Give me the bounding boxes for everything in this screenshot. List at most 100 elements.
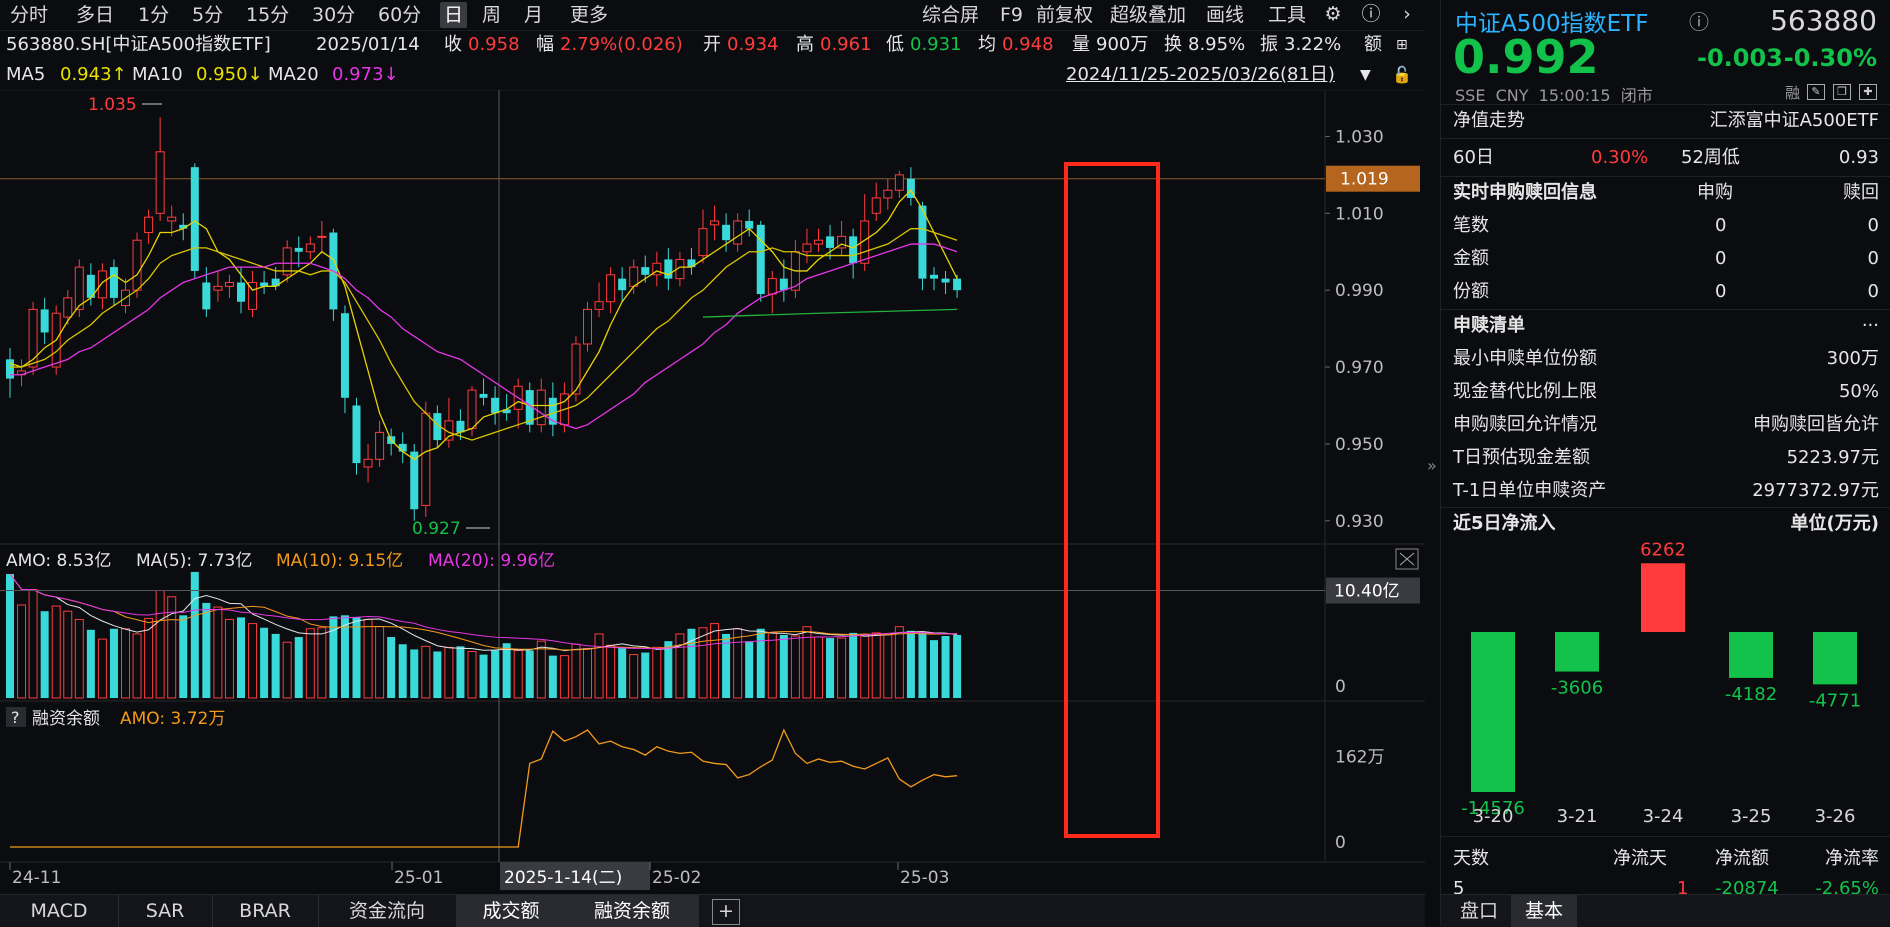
volume-bar-down [86,629,95,698]
candle-body-up [571,343,581,395]
period-day[interactable]: 日 [440,2,468,28]
candle-body-up [144,216,154,234]
nav-row[interactable]: 净值走势 汇添富中证A500ETF [1453,104,1879,137]
candle-body-down [237,282,245,302]
f9-button[interactable]: F9 [1000,4,1024,26]
tools-button[interactable]: 工具 [1268,4,1307,26]
candle-body-down [641,267,650,275]
volume-legend-ma10: MA(10): 9.15亿 [276,551,403,571]
inflow-bar-label: -3606 [1551,678,1603,699]
ma5-label: MA5 [6,64,46,85]
volume-bar-down [953,634,962,698]
volume-bar-down [618,647,627,698]
volume-legend-amo: AMO: 8.53亿 [6,551,111,571]
time-tick-label: 25-01 [394,868,443,888]
candle-body-down [352,405,361,464]
tab-macd[interactable]: MACD [0,895,119,927]
volume-bar-down [941,636,950,698]
tab-sar[interactable]: SAR [118,895,213,927]
close-pane-icon[interactable] [1395,548,1419,570]
open-label: 开 [703,34,721,55]
period-60min[interactable]: 60分 [378,4,422,26]
period-week[interactable]: 周 [482,4,502,26]
crosshair-date-label: 2025-1-14(二) [504,868,622,888]
period-multiday[interactable]: 多日 [76,4,115,26]
stats-days: 5 [1453,878,1465,894]
info-circle-icon[interactable]: ⓘ [1689,10,1709,34]
composite-screen-button[interactable]: 综合屏 [922,4,980,26]
period-15min[interactable]: 15分 [246,4,290,26]
volume-bar-up [802,626,812,699]
settings-icon[interactable]: ⊞ [1396,37,1408,53]
dropdown-triangle-icon[interactable]: ▼ [1360,67,1371,83]
period-month[interactable]: 月 [524,4,544,26]
volume-bar-up [74,618,84,699]
volume-bar-down [906,630,915,698]
volume-bar-down [722,633,731,698]
stats-header-flow-days: 净流天 [1613,848,1667,869]
kline-chart[interactable]: 1.030 1.010 0.990 0.970 0.950 0.930 1.019 1.0… [0,90,1425,894]
tab-money-flow[interactable]: 资金流向 [318,895,457,927]
period-1min[interactable]: 1分 [138,4,170,26]
period-30min[interactable]: 30分 [312,4,356,26]
security-code: 563880.SH[中证A500指数ETF] [6,34,271,55]
tab-orderbook[interactable]: 盘口 [1459,900,1498,922]
draw-button[interactable]: 画线 [1206,4,1245,26]
help-badge[interactable] [6,707,26,727]
date-range[interactable]: 2024/11/25-2025/03/26(81日) [1066,64,1335,85]
candle-body-down [202,282,211,310]
volume-bar-up [305,628,315,699]
tab-turnover[interactable]: 成交额 [456,895,567,927]
candle-body-up [213,285,223,291]
help-icon[interactable]: ? [11,708,20,727]
lock-icon[interactable]: 🔓 [1392,65,1412,84]
realtime-row-redeem: 0 [1867,215,1879,236]
candle-body-up [698,228,708,257]
stats-header-flow-rate: 净流率 [1825,848,1879,869]
tab-basic[interactable]: 基本 [1511,895,1577,927]
list-item: 现金替代比例上限 50% [1453,375,1879,408]
period-more[interactable]: 更多 [570,4,609,26]
period-5min[interactable]: 5分 [192,4,224,26]
volume-bar-down [548,655,557,698]
volume-bar-up [51,605,61,699]
ma20-line [10,243,958,430]
panel-collapse-icon[interactable]: » [1427,456,1437,475]
pencil-icon[interactable]: ✎ [1807,84,1825,100]
ma10-value: 0.950↓ [196,64,263,85]
close-value: 0.958 [468,34,520,55]
volume-bar-up [894,626,904,699]
volume-bar-up [28,589,38,699]
price-tick-label: 0.950 [1335,435,1384,455]
candle-body-up [63,297,73,318]
add-tab-button[interactable]: + [712,899,740,925]
margin-flag: 融 [1785,84,1801,102]
ma10-label: MA10 [132,64,183,85]
volume-bar-up [583,647,592,699]
help-icon[interactable]: ⓘ [1361,3,1381,25]
tab-margin-balance[interactable]: 融资余额 [566,895,699,927]
gear-icon[interactable]: ⚙ [1324,3,1342,25]
more-icon[interactable]: ··· [1861,315,1879,336]
list-title: 申赎清单 [1453,315,1525,336]
realtime-row-label: 份额 [1453,281,1489,302]
tab-brar[interactable]: BRAR [212,895,319,927]
candle-body-down [479,393,488,398]
candle-body-down [294,247,303,252]
overlay-button[interactable]: 超级叠加 [1110,4,1187,26]
volume-bar-down [930,640,938,698]
period-intraday[interactable]: 分时 [10,4,49,26]
list-item-label: T日预估现金差额 [1453,447,1590,468]
window-icon[interactable]: ❐ [1833,84,1851,100]
chevron-right-icon[interactable]: › [1403,3,1411,25]
volume-bar-down [190,571,199,698]
volume-bar-down [352,617,361,698]
volume-bar-up [536,640,546,699]
volume-bar-down [525,650,534,698]
week52-low-label: 52周低 [1681,147,1740,168]
time-tick-label: 25-03 [900,868,949,888]
expand-icon[interactable]: ✚ [1859,84,1877,100]
margin-zero-label: 0 [1335,833,1346,853]
turnover-label: 换 [1164,34,1182,55]
forward-adjust-button[interactable]: 前复权 [1036,4,1094,26]
